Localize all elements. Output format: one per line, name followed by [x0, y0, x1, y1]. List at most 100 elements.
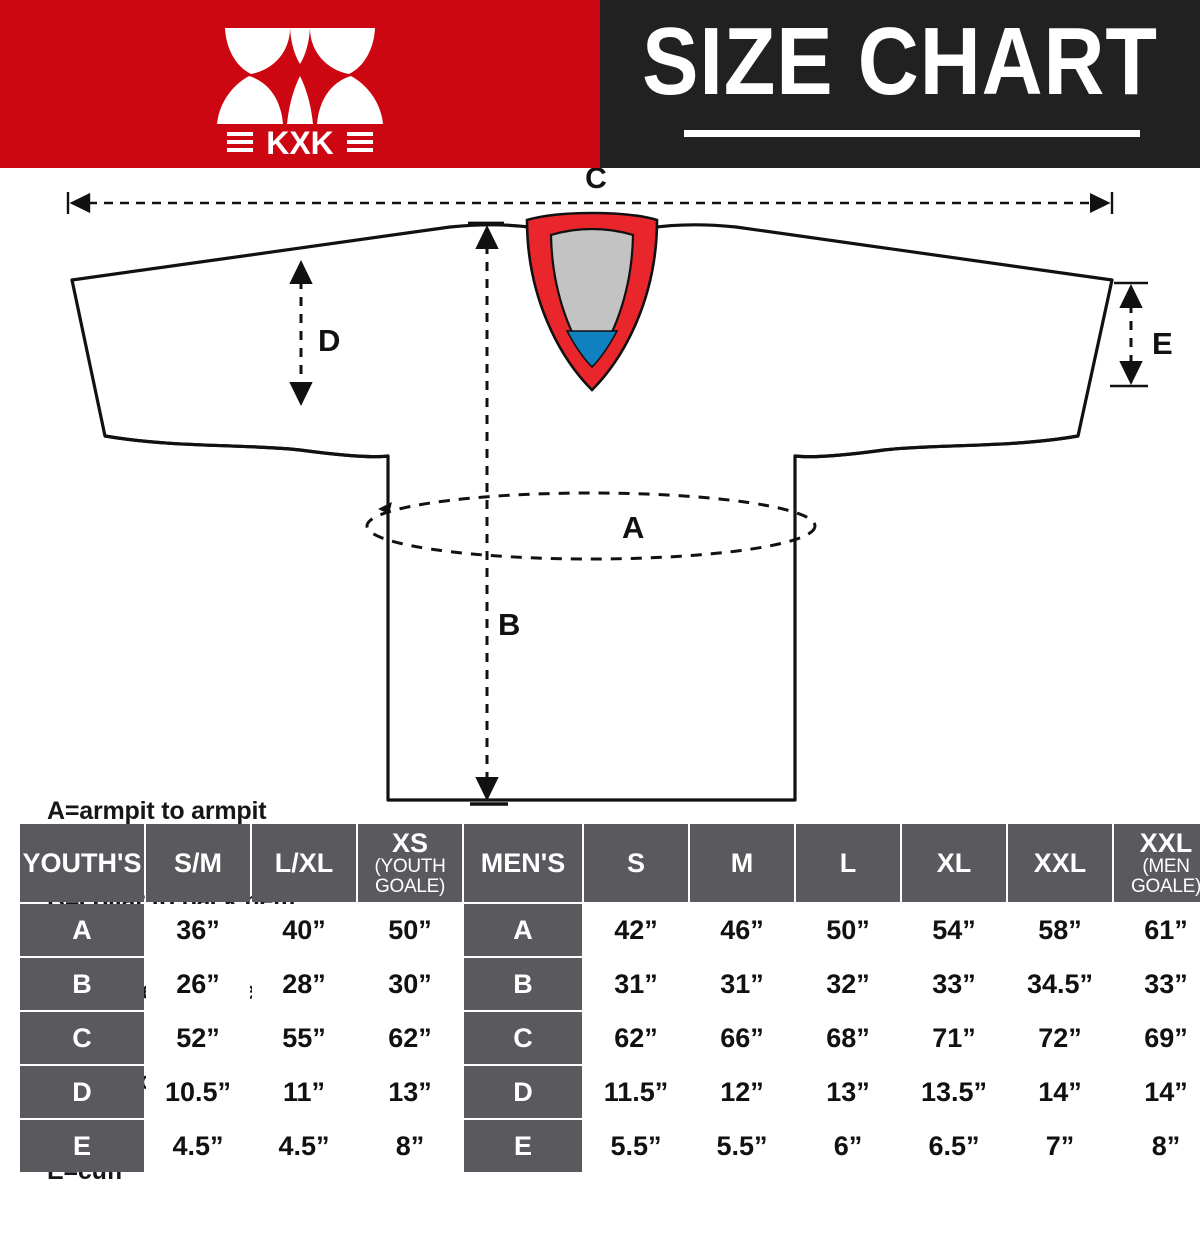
table-row: A 36” 40” 50” A 42” 46” 50” 54” 58” 61” [20, 904, 1200, 956]
header-main: XS [391, 827, 429, 858]
cell-mens-s-d: 11.5” [584, 1066, 688, 1118]
cell-mens-xxl-b: 34.5” [1008, 958, 1112, 1010]
table-row: C 52” 55” 62” C 62” 66” 68” 71” 72” 69” [20, 1012, 1200, 1064]
collar [525, 211, 659, 392]
collar-accent [565, 330, 619, 369]
cell-mens-m-d: 12” [690, 1066, 794, 1118]
header-main: M [730, 847, 754, 878]
header-sub: (MEN GOALE) [1131, 856, 1200, 898]
cell-mens-xl-d: 13.5” [902, 1066, 1006, 1118]
cell-mens-l-b: 32” [796, 958, 900, 1010]
cell-mens-xxlg-b: 33” [1114, 958, 1200, 1010]
dimension-c-label: C [585, 168, 607, 195]
jersey-diagram: D E A B C [0, 168, 1200, 1185]
legend-line-a: A=armpit to armpit [47, 797, 267, 825]
row-label-mens-a: A [464, 904, 582, 956]
header-main: L/XL [274, 847, 334, 878]
header-cell-mens: MEN'S [464, 824, 582, 902]
cell-mens-xxl-a: 58” [1008, 904, 1112, 956]
cell-youth-xs-a: 50” [358, 904, 462, 956]
header-cell-xs-youth-goalie: XS (YOUTH GOALE) [358, 824, 462, 902]
cell-mens-xl-e: 6.5” [902, 1120, 1006, 1172]
cell-mens-xl-a: 54” [902, 904, 1006, 956]
dimension-e-label: E [1152, 326, 1173, 361]
row-label-mens-e: E [464, 1120, 582, 1172]
header-cell-xxl-men-goalie: XXL (MEN GOALE) [1114, 824, 1200, 902]
table-header-row: YOUTH'S S/M L/XL XS (YOUTH GOALE) MEN'S [20, 824, 1200, 902]
cell-mens-xxl-c: 72” [1008, 1012, 1112, 1064]
header-main: XXL [1033, 847, 1087, 878]
cell-mens-xxlg-a: 61” [1114, 904, 1200, 956]
row-label-youth-d: D [20, 1066, 144, 1118]
header-main: S/M [173, 847, 222, 878]
table-row: D 10.5” 11” 13” D 11.5” 12” 13” 13.5” 14… [20, 1066, 1200, 1118]
row-label-youth-e: E [20, 1120, 144, 1172]
header-cell-lxl: L/XL [252, 824, 356, 902]
dimension-b: B [468, 221, 520, 806]
title-underline [684, 130, 1140, 137]
cell-youth-sm-d: 10.5” [146, 1066, 250, 1118]
cell-youth-lxl-c: 55” [252, 1012, 356, 1064]
header-cell-l: L [796, 824, 900, 902]
cell-mens-xxlg-d: 14” [1114, 1066, 1200, 1118]
dimension-d-label: D [318, 323, 340, 358]
size-table-wrap: YOUTH'S S/M L/XL XS (YOUTH GOALE) MEN'S [18, 822, 1200, 1174]
cell-mens-s-c: 62” [584, 1012, 688, 1064]
header-main: XL [936, 847, 972, 878]
cell-youth-xs-d: 13” [358, 1066, 462, 1118]
brand-panel: KXK [0, 0, 600, 168]
cell-mens-l-e: 6” [796, 1120, 900, 1172]
size-table: YOUTH'S S/M L/XL XS (YOUTH GOALE) MEN'S [18, 822, 1200, 1174]
row-label-youth-a: A [20, 904, 144, 956]
header-main: MEN'S [480, 847, 566, 878]
header-main: XXL [1139, 827, 1193, 858]
cell-mens-m-a: 46” [690, 904, 794, 956]
cell-youth-sm-b: 26” [146, 958, 250, 1010]
cell-youth-xs-b: 30” [358, 958, 462, 1010]
cell-youth-lxl-a: 40” [252, 904, 356, 956]
header-main: L [839, 847, 857, 878]
cell-youth-xs-c: 62” [358, 1012, 462, 1064]
kxk-hourglass-logo-icon: KXK [205, 14, 395, 156]
dimension-b-label: B [498, 607, 520, 642]
dimension-e: E [1110, 281, 1173, 388]
header-cell-s: S [584, 824, 688, 902]
page-title: SIZE CHART [642, 8, 1158, 115]
cell-youth-sm-e: 4.5” [146, 1120, 250, 1172]
cell-youth-lxl-d: 11” [252, 1066, 356, 1118]
cell-mens-l-a: 50” [796, 904, 900, 956]
header-main: YOUTH'S [22, 847, 142, 878]
dimension-c [66, 192, 1114, 214]
cell-mens-m-e: 5.5” [690, 1120, 794, 1172]
cell-mens-l-d: 13” [796, 1066, 900, 1118]
cell-mens-m-c: 66” [690, 1012, 794, 1064]
row-label-youth-b: B [20, 958, 144, 1010]
table-row: B 26” 28” 30” B 31” 31” 32” 33” 34.5” 33… [20, 958, 1200, 1010]
cell-mens-xxl-d: 14” [1008, 1066, 1112, 1118]
cell-youth-lxl-e: 4.5” [252, 1120, 356, 1172]
header-cell-sm: S/M [146, 824, 250, 902]
cell-mens-xxlg-c: 69” [1114, 1012, 1200, 1064]
table-row: E 4.5” 4.5” 8” E 5.5” 5.5” 6” 6.5” 7” 8” [20, 1120, 1200, 1172]
size-chart-page: KXK SIZE CHART [0, 0, 1200, 1185]
cell-youth-lxl-b: 28” [252, 958, 356, 1010]
cell-mens-s-e: 5.5” [584, 1120, 688, 1172]
cell-youth-xs-e: 8” [358, 1120, 462, 1172]
cell-youth-sm-c: 52” [146, 1012, 250, 1064]
row-label-mens-c: C [464, 1012, 582, 1064]
page-header: KXK SIZE CHART [0, 0, 1200, 168]
cell-mens-xl-b: 33” [902, 958, 1006, 1010]
dimension-a-label: A [622, 510, 644, 545]
cell-youth-sm-a: 36” [146, 904, 250, 956]
dimension-d: D [289, 260, 340, 406]
cell-mens-xxl-e: 7” [1008, 1120, 1112, 1172]
row-label-mens-d: D [464, 1066, 582, 1118]
brand-wordmark: KXK [266, 125, 334, 156]
cell-mens-xl-c: 71” [902, 1012, 1006, 1064]
cell-mens-xxlg-e: 8” [1114, 1120, 1200, 1172]
header-cell-xxl: XXL [1008, 824, 1112, 902]
cell-mens-m-b: 31” [690, 958, 794, 1010]
header-cell-youths: YOUTH'S [20, 824, 144, 902]
row-label-youth-c: C [20, 1012, 144, 1064]
title-panel: SIZE CHART [600, 0, 1200, 168]
